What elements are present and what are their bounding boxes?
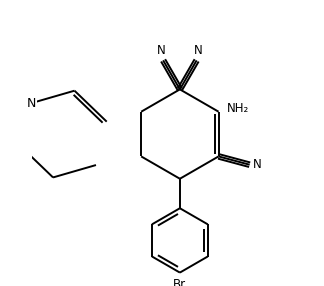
Text: Br: Br: [173, 278, 186, 286]
Text: N: N: [157, 44, 166, 57]
Text: N: N: [253, 158, 262, 171]
Text: N: N: [194, 44, 203, 57]
Text: NH₂: NH₂: [226, 102, 249, 115]
Text: N: N: [27, 97, 36, 110]
